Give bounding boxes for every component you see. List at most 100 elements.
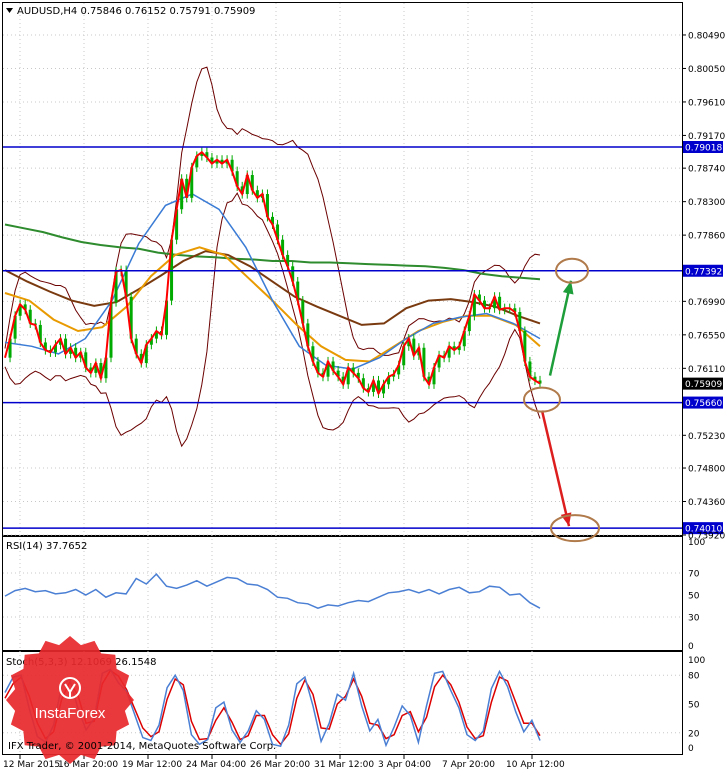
candle-body [154, 331, 158, 339]
ma-blue-line [4, 193, 541, 370]
candle-body [341, 376, 345, 385]
target-circle-low [550, 514, 600, 543]
candle-body [296, 281, 300, 301]
rsi-line [4, 572, 541, 610]
ma-green-line [4, 223, 541, 281]
close-price-line [4, 150, 541, 396]
price-tick-label: 0.74360 [688, 498, 725, 508]
candle-body [407, 338, 411, 347]
price-axis: 0.80490 0.80050 0.79610 0.79170 0.78740 0.783… [682, 31, 725, 542]
candle-body [382, 384, 386, 394]
candle-body [64, 338, 68, 354]
price-tick-label: 0.76550 [688, 331, 725, 341]
candle-body [210, 157, 214, 164]
bollinger-bands [4, 66, 541, 448]
candle-body [477, 294, 481, 301]
price-tick-label: 0.76990 [688, 298, 725, 308]
candle-body [190, 167, 194, 198]
candles [8, 147, 542, 399]
arrow-down-shaft [540, 410, 571, 527]
candle-body [281, 239, 285, 255]
stoch-panel-frame [2, 651, 683, 755]
time-tick-label: 26 Mar 20:00 [250, 760, 310, 770]
level-label: 0.77392 [685, 267, 722, 277]
current-price-label: 0.75909 [685, 380, 722, 390]
moving-averages [4, 193, 541, 370]
price-tick-label: 0.77860 [688, 232, 725, 242]
candle-body [74, 347, 78, 358]
candle-body [286, 254, 290, 267]
level-label: 0.74010 [685, 525, 722, 535]
candle-body [69, 347, 73, 354]
candle-body [18, 304, 22, 316]
candle-body [53, 344, 57, 353]
symbol-header: AUDUSD,H4 0.75846 0.76152 0.75791 0.7590… [17, 6, 255, 17]
bollinger-lower [4, 192, 541, 448]
level-label: 0.79018 [685, 143, 722, 153]
candle-body [311, 346, 315, 362]
instaforex-logo: InstaForex [6, 636, 134, 764]
price-tick-label: 0.75230 [688, 432, 725, 442]
stoch-tick-label: 100 [688, 656, 705, 666]
candle-body [371, 380, 375, 392]
candle-body [533, 376, 537, 381]
candle-body [230, 159, 234, 172]
candle-body [165, 300, 169, 335]
price-tick-label: 0.78300 [688, 198, 725, 208]
candle-body [376, 380, 380, 394]
rsi-tick-label: 30 [688, 614, 700, 624]
candle-body [523, 331, 527, 362]
candle-body [185, 178, 189, 198]
target-circle-resistance [555, 257, 589, 284]
candle-body [271, 216, 274, 225]
level-tag [683, 396, 723, 409]
candle-body [493, 296, 497, 309]
candle-body [200, 152, 204, 156]
price-tick-label: 0.80050 [688, 65, 725, 75]
price-tick-label: 0.78740 [688, 165, 725, 175]
stoch-tick-label: 0 [688, 744, 694, 754]
level-tag [683, 522, 723, 535]
candle-body [361, 378, 365, 389]
forecast-arrows [523, 257, 600, 543]
stoch-tick-label: 80 [688, 672, 700, 682]
time-tick-label: 16 Mar 20:00 [58, 760, 118, 770]
rsi-tick-label: 100 [688, 538, 705, 548]
candle-body [457, 346, 461, 351]
candle-body [205, 152, 209, 158]
candle-body [109, 302, 113, 358]
candle-body [215, 159, 219, 164]
candle-body [331, 361, 335, 371]
horizontal-levels: 0.79018 0.77392 0.75660 0.74010 [3, 140, 723, 535]
candle-body [518, 312, 522, 332]
logo-badge [6, 636, 134, 764]
target-circle-support [523, 386, 561, 413]
bollinger-upper [4, 66, 541, 356]
candle-body [180, 178, 184, 210]
candle-body [255, 190, 259, 198]
candle-body [245, 175, 249, 195]
price-line [4, 150, 541, 396]
candle-body [104, 357, 108, 379]
rsi-header: RSI(14) 37.7652 [6, 541, 87, 552]
level-label: 0.75660 [685, 399, 722, 409]
candle-body [427, 376, 431, 385]
candle-body [538, 380, 542, 384]
rsi-indicator: 100 70 50 30 0 [3, 538, 705, 652]
candle-body [351, 367, 355, 373]
price-tick-label: 0.73920 [688, 532, 725, 542]
candle-body [195, 155, 199, 168]
candle-body [114, 271, 118, 303]
candle-body [316, 361, 320, 373]
candle-body [472, 294, 476, 316]
time-tick-label: 24 Mar 04:00 [186, 760, 246, 770]
candle-body [94, 362, 98, 373]
candle-body [28, 309, 32, 324]
candle-body [392, 374, 396, 377]
candle-body [149, 338, 153, 345]
candle-body [462, 331, 466, 347]
candle-body [276, 224, 280, 240]
candle-body [326, 361, 330, 377]
symbol-dropdown-icon[interactable] [6, 8, 13, 13]
